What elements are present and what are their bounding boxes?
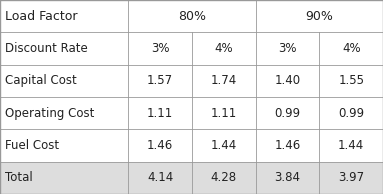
Text: Total: Total xyxy=(5,171,32,184)
Text: 1.74: 1.74 xyxy=(211,74,237,87)
Text: Capital Cost: Capital Cost xyxy=(5,74,76,87)
Text: 1.11: 1.11 xyxy=(147,107,173,120)
Text: 1.44: 1.44 xyxy=(211,139,237,152)
Text: 0.99: 0.99 xyxy=(338,107,364,120)
Text: 1.11: 1.11 xyxy=(211,107,237,120)
Text: 1.40: 1.40 xyxy=(275,74,301,87)
Text: Operating Cost: Operating Cost xyxy=(5,107,94,120)
Text: Load Factor: Load Factor xyxy=(5,10,77,23)
Text: 3.97: 3.97 xyxy=(338,171,364,184)
Text: 4%: 4% xyxy=(214,42,233,55)
Text: Fuel Cost: Fuel Cost xyxy=(5,139,59,152)
Text: 90%: 90% xyxy=(305,10,333,23)
Text: 1.46: 1.46 xyxy=(147,139,173,152)
Text: 0.99: 0.99 xyxy=(275,107,301,120)
Text: 1.57: 1.57 xyxy=(147,74,173,87)
Bar xyxy=(0,162,383,194)
Text: 3.84: 3.84 xyxy=(275,171,301,184)
Text: 4.14: 4.14 xyxy=(147,171,173,184)
Text: 3%: 3% xyxy=(278,42,297,55)
Text: 1.46: 1.46 xyxy=(274,139,301,152)
Text: 80%: 80% xyxy=(178,10,206,23)
Text: 1.55: 1.55 xyxy=(338,74,364,87)
Text: 4.28: 4.28 xyxy=(211,171,237,184)
Text: 4%: 4% xyxy=(342,42,360,55)
Text: 3%: 3% xyxy=(151,42,169,55)
Text: Discount Rate: Discount Rate xyxy=(5,42,87,55)
Text: 1.44: 1.44 xyxy=(338,139,364,152)
